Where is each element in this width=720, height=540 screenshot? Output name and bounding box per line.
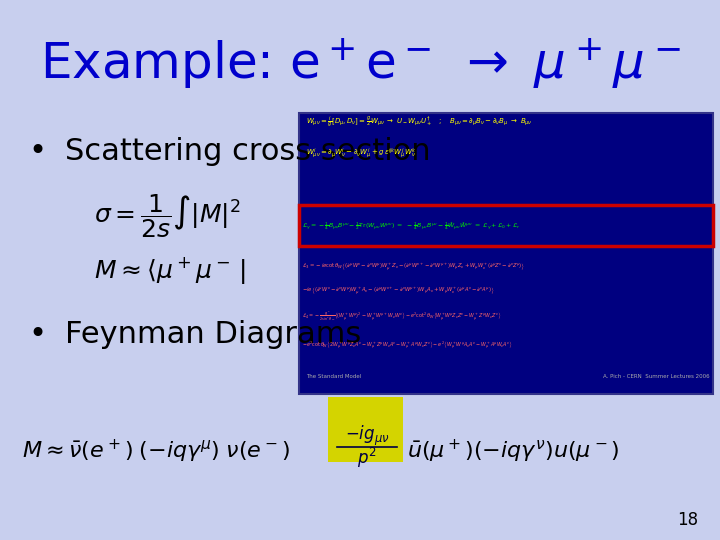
Text: $W_{\mu\nu}=\frac{i}{g}[D_\mu,D_\nu]=\frac{g}{2}W_{\mu\nu}\ \rightarrow\ U_-W_{\: $W_{\mu\nu}=\frac{i}{g}[D_\mu,D_\nu]=\fr…	[306, 114, 533, 129]
Text: $M \approx \langle\mu^+\mu^-\,|$: $M \approx \langle\mu^+\mu^-\,|$	[94, 254, 246, 286]
Text: $W_{\mu\nu}^i = \partial_\mu W_\nu^i - \partial_\nu W_\mu^i + g\,\varepsilon^{ij: $W_{\mu\nu}^i = \partial_\mu W_\nu^i - \…	[306, 146, 417, 161]
Text: $-ie\left\{(\partial^\mu W^\nu - \partial^\nu W^\mu)W_\mu^+ A_\nu - (\partial^\m: $-ie\left\{(\partial^\mu W^\nu - \partia…	[302, 286, 495, 298]
Text: $\mathcal{L}_3 = -ie\cot\theta_W\left\{(\partial^\mu W^\nu - \partial^\nu W^\mu): $\mathcal{L}_3 = -ie\cot\theta_W\left\{(…	[302, 261, 526, 273]
Text: $-e^2\cot\theta_W\left\{2W_\mu^+W^\mu Z_\nu A^\nu - W_\mu^+ Z^\mu W_\nu A^\nu - : $-e^2\cot\theta_W\left\{2W_\mu^+W^\mu Z_…	[302, 340, 513, 352]
Text: Feynman Diagrams: Feynman Diagrams	[65, 320, 361, 349]
Text: •: •	[29, 320, 47, 349]
Text: The Standard Model: The Standard Model	[306, 374, 361, 380]
Text: A. Pich - CERN  Summer Lectures 2006: A. Pich - CERN Summer Lectures 2006	[603, 374, 709, 380]
Text: $p^2$: $p^2$	[357, 446, 377, 470]
FancyBboxPatch shape	[299, 113, 713, 394]
Text: Scattering cross section: Scattering cross section	[65, 137, 431, 166]
Text: $\sigma = \dfrac{1}{2s}\int|M|^2$: $\sigma = \dfrac{1}{2s}\int|M|^2$	[94, 192, 240, 240]
Text: $\mathcal{L}_\gamma = -\frac{1}{4}B_{\mu\nu}B^{\mu\nu} - \frac{1}{2}\mathrm{Tr}(: $\mathcal{L}_\gamma = -\frac{1}{4}B_{\mu…	[302, 220, 521, 232]
Text: $-ig_{\mu\nu}$: $-ig_{\mu\nu}$	[345, 424, 390, 448]
Text: $\mathcal{L}_4 = -\frac{g^2}{2\sin^2\theta_W}\left\{(W_\mu^+ W^{\mu})^2 - W_\mu^: $\mathcal{L}_4 = -\frac{g^2}{2\sin^2\the…	[302, 309, 502, 323]
Text: •: •	[29, 137, 47, 166]
Text: $M \approx \bar{\nu}(e^+)\;(-iq\gamma^\mu)\;\nu(e^-)$: $M \approx \bar{\nu}(e^+)\;(-iq\gamma^\m…	[22, 437, 289, 464]
Text: Example: e$^+$e$^-$ $\rightarrow$ $\mu^+\mu^-$: Example: e$^+$e$^-$ $\rightarrow$ $\mu^+…	[40, 37, 680, 92]
Text: 18: 18	[678, 511, 698, 529]
Text: $\bar{u}(\mu^+)(-iq\gamma^\nu)u(\mu^-)$: $\bar{u}(\mu^+)(-iq\gamma^\nu)u(\mu^-)$	[407, 437, 619, 464]
FancyBboxPatch shape	[328, 397, 403, 462]
